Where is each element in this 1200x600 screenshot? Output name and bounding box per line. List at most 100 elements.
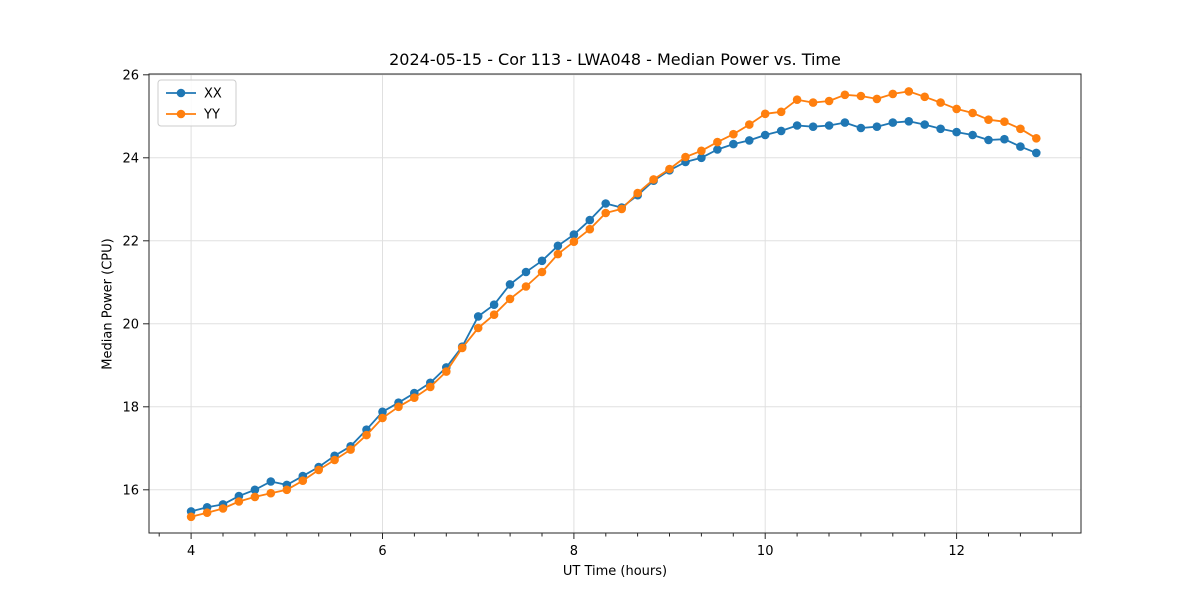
series-YY-point: [394, 402, 403, 412]
series-XX-point: [760, 130, 770, 140]
series-XX-point: [473, 312, 483, 321]
series-YY-point: [282, 485, 292, 495]
series-XX-point: [824, 121, 834, 130]
series-YY-point: [856, 91, 866, 101]
series-XX-point: [808, 122, 818, 131]
y-tick-label: 20: [122, 317, 139, 332]
series-YY-point: [840, 90, 850, 100]
series-YY-point: [473, 323, 483, 333]
series-YY-point: [633, 188, 642, 198]
series-XX-point: [505, 280, 515, 289]
series-XX-point: [569, 230, 579, 239]
series-YY-point: [553, 249, 563, 259]
series-YY-point: [1000, 117, 1009, 126]
series-YY-point: [888, 89, 898, 99]
series-YY-point: [920, 92, 929, 102]
series-YY-point: [314, 465, 324, 475]
series-XX-point: [1016, 142, 1025, 151]
legend-item-YY: YY: [166, 108, 220, 123]
series-YY-point: [186, 512, 196, 522]
series-YY-point: [760, 109, 770, 119]
series-YY-point: [952, 104, 961, 114]
y-tick-label: 16: [122, 483, 139, 498]
y-axis-label: Median Power (CPU): [100, 238, 116, 370]
y-tick-label: 22: [122, 234, 139, 249]
legend-marker: [176, 109, 186, 119]
series-XX-point: [888, 118, 898, 127]
series-YY-point: [330, 455, 339, 465]
series-XX-point: [266, 477, 276, 486]
series-XX-point: [840, 118, 850, 127]
series-XX-point: [904, 117, 914, 126]
series-YY-point: [266, 488, 276, 498]
series-XX-point: [952, 127, 961, 137]
x-tick-label: 8: [570, 544, 578, 559]
series-XX-point: [1032, 148, 1041, 158]
y-tick-label: 24: [122, 151, 139, 166]
series-XX-point: [585, 215, 595, 225]
series-YY-point: [713, 137, 722, 147]
x-tick-label: 12: [948, 544, 965, 559]
series-XX-point: [537, 256, 547, 266]
series-YY-point: [776, 107, 786, 117]
series-YY-point: [378, 413, 387, 423]
series-XX-point: [601, 199, 610, 208]
series-XX: [186, 117, 1041, 516]
grid: [149, 74, 1081, 533]
series-YY-point: [808, 98, 818, 107]
series-YY-point: [617, 204, 626, 214]
series-YY-point: [298, 476, 308, 486]
x-axis-label: UT Time (hours): [562, 564, 668, 579]
y-tick-label: 26: [122, 68, 139, 83]
series-XX-point: [792, 121, 802, 130]
series-XX-point: [856, 123, 866, 133]
series-YY-point: [569, 237, 579, 246]
legend: XX YY: [157, 79, 237, 127]
series-XX-point: [936, 124, 945, 134]
series-YY-point: [505, 294, 515, 304]
series-YY-point: [936, 98, 945, 107]
series-YY-point: [234, 497, 244, 506]
x-tick-label: 4: [187, 544, 195, 559]
series-YY-point: [489, 310, 499, 320]
series-YY-line: [190, 90, 1037, 518]
tick-labels: 4 6 8 10 12 16 18 20 22 24 26: [122, 68, 964, 559]
series-YY-point: [457, 343, 467, 353]
series-YY-point: [1032, 134, 1041, 143]
series-YY-point: [442, 367, 451, 376]
series-YY-point: [904, 87, 914, 96]
series-YY-point: [824, 96, 834, 106]
series-YY-point: [218, 504, 228, 513]
series-YY: [186, 87, 1041, 522]
legend-box: [157, 79, 237, 127]
series-YY-point: [681, 152, 690, 162]
series-YY-point: [984, 115, 993, 124]
series-XX-point: [250, 485, 260, 495]
series-XX-point: [920, 120, 929, 129]
series-YY-point: [346, 445, 355, 454]
series-YY-point: [665, 164, 674, 174]
series-YY-point: [521, 282, 531, 291]
series-YY-point: [601, 208, 610, 218]
series-YY-point: [1016, 124, 1025, 134]
series-YY-point: [362, 430, 371, 440]
series-YY-point: [872, 94, 882, 104]
series-YY-point: [585, 224, 595, 234]
axes-ticks: [143, 74, 1053, 539]
x-tick-label: 10: [757, 544, 774, 559]
plot-border: [148, 73, 1082, 534]
series-YY-point: [649, 175, 658, 184]
legend-label-YY: YY: [203, 108, 220, 123]
series-YY-point: [729, 129, 738, 139]
legend-marker: [176, 88, 186, 98]
series-XX-point: [968, 130, 977, 140]
series-YY-point: [250, 492, 260, 502]
series-XX-point: [729, 139, 738, 149]
series-XX-point: [776, 126, 786, 136]
series-XX-point: [1000, 134, 1009, 144]
y-tick-label: 18: [122, 400, 139, 415]
series-YY-point: [426, 382, 435, 392]
series-XX-line: [190, 120, 1037, 513]
